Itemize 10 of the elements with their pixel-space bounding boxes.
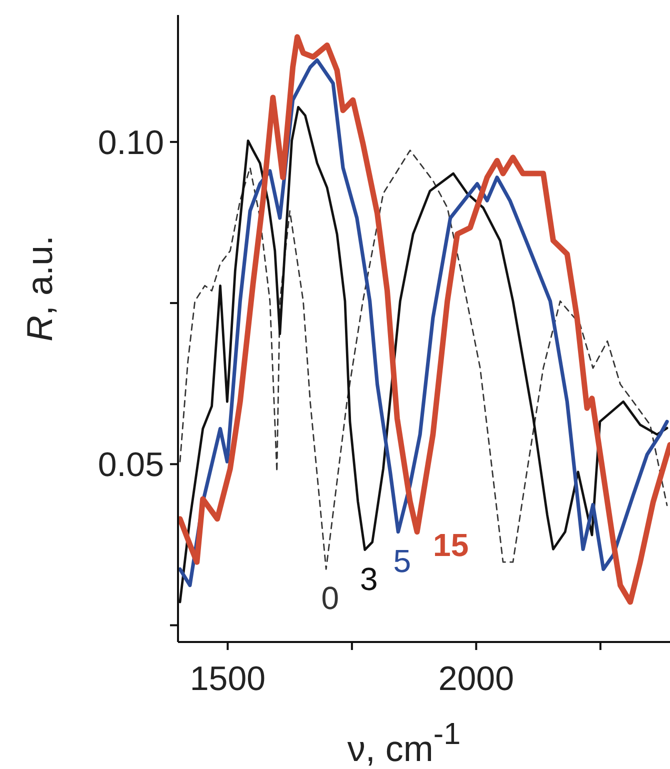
x-tick-label: 1500 <box>190 660 266 698</box>
x-tick-label: 2000 <box>438 660 514 698</box>
series-label: 5 <box>393 542 412 579</box>
y-axis-title: R, a.u. <box>19 235 60 342</box>
series-label: 15 <box>433 526 469 563</box>
series-label: 3 <box>360 560 378 597</box>
y-tick-label: 0.10 <box>98 124 164 162</box>
y-tick-label: 0.05 <box>98 446 164 484</box>
x-axis-title: ν, cm$^{-1}$ <box>347 717 461 769</box>
series-label: 0 <box>321 580 339 616</box>
